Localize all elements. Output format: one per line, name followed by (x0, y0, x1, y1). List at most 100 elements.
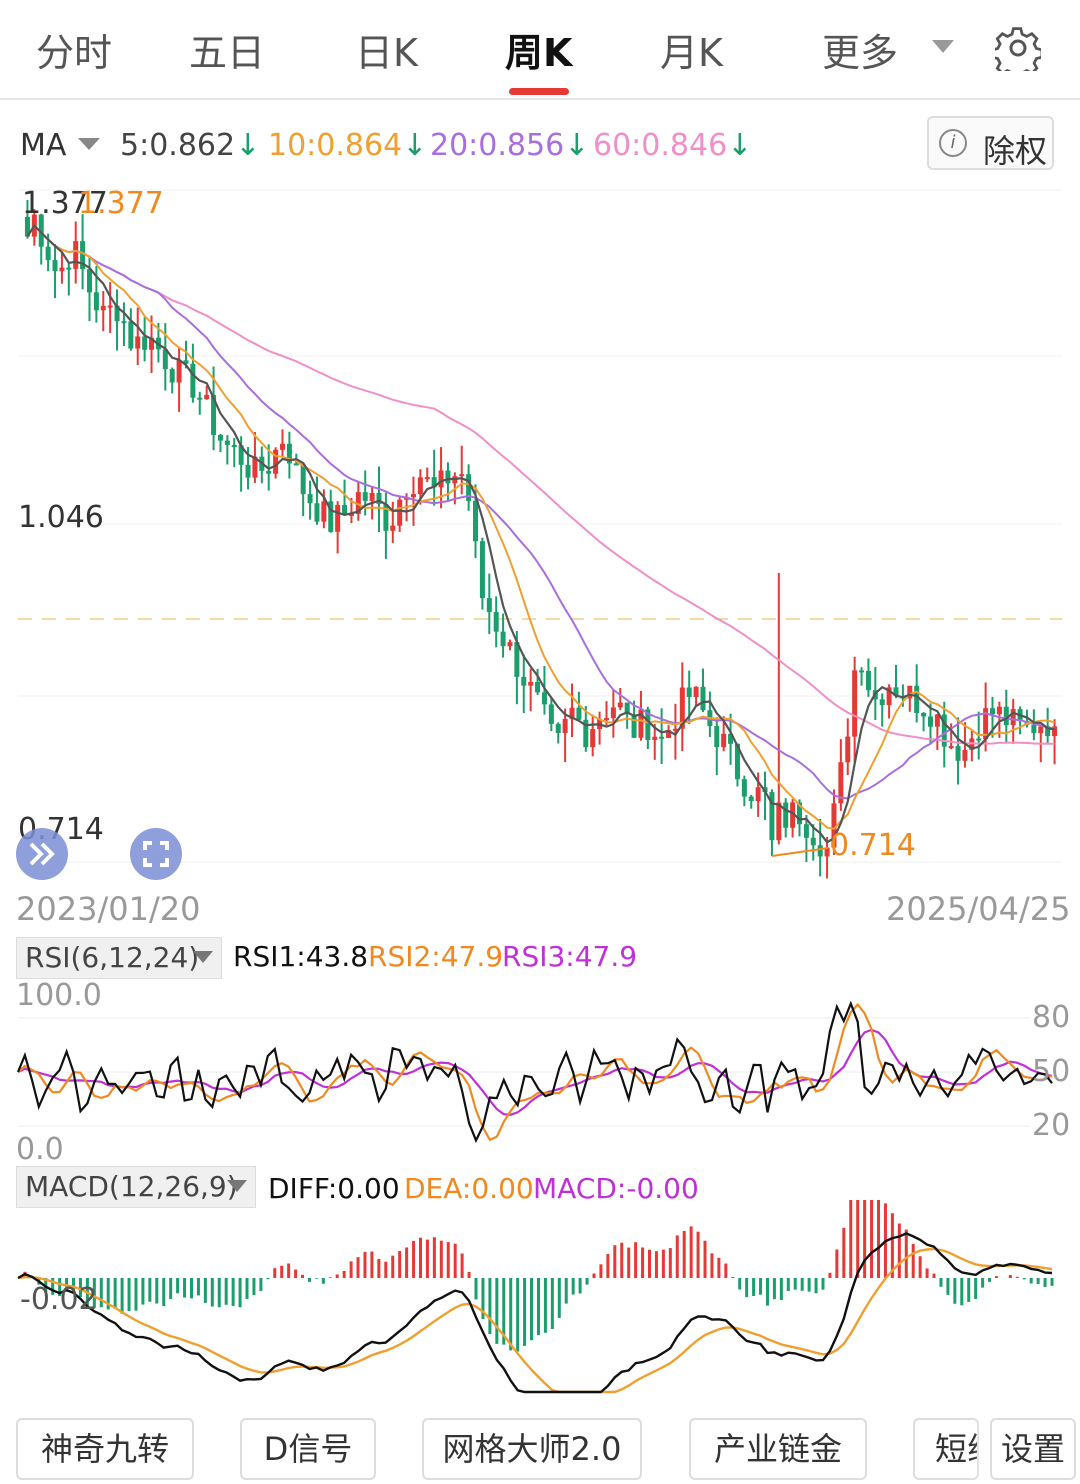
candle (707, 710, 713, 727)
candle (1045, 726, 1051, 737)
candle (652, 736, 658, 740)
candle (390, 525, 396, 531)
date-end: 2025/04/25 (886, 890, 1071, 928)
candle (197, 397, 203, 400)
candle (107, 305, 113, 308)
candle (686, 687, 692, 697)
candle (280, 443, 285, 450)
ma20-line (26, 223, 1055, 800)
candle (914, 685, 920, 713)
tab-more[interactable]: 更多 (822, 31, 899, 75)
rsi2-value: RSI2:47.9 (368, 940, 504, 973)
rsi1-line (16, 1000, 1053, 1144)
candle (217, 435, 223, 441)
tab-five-day[interactable]: 五日 (189, 31, 266, 75)
candle (521, 676, 527, 686)
candle (962, 749, 968, 761)
tab-daily-k[interactable]: 日K (355, 31, 418, 75)
candle (59, 267, 65, 272)
tab-intraday[interactable]: 分时 (36, 31, 113, 75)
tab-weekly-k[interactable]: 周K (505, 31, 573, 75)
ma5-value: 5:0.862↓ (120, 128, 261, 163)
candle (528, 681, 534, 686)
magic-nine-button[interactable]: 神奇九转 (16, 1418, 194, 1480)
candle (886, 687, 892, 706)
ma-label[interactable]: MA (20, 128, 67, 163)
macd-selector[interactable]: MACD(12,26,9) (16, 1166, 256, 1208)
candle (100, 305, 106, 311)
candle (562, 718, 568, 734)
industry-chain-button[interactable]: 产业链金 (689, 1418, 867, 1480)
candle (514, 642, 520, 677)
candle (693, 686, 699, 697)
gear-icon[interactable] (995, 25, 1041, 71)
candle (93, 292, 99, 311)
candle (762, 787, 768, 793)
candle (617, 702, 623, 708)
candle (355, 492, 361, 514)
active-tab-indicator (509, 88, 569, 95)
candle (438, 470, 444, 488)
ma-legend: MA 5:0.862↓ 10:0.864↓ 20:0.856↓ 60:0.846… (0, 118, 1080, 168)
candle (990, 708, 996, 715)
candle (797, 802, 802, 825)
candle (645, 709, 651, 740)
candle (790, 802, 796, 828)
date-start: 2023/01/20 (16, 890, 201, 928)
d-signal-button[interactable]: D信号 (240, 1418, 376, 1480)
candle (624, 702, 630, 715)
fullscreen-button[interactable] (130, 828, 182, 880)
rsi-selector[interactable]: RSI(6,12,24) (16, 937, 222, 979)
candle (335, 504, 341, 532)
candle (479, 541, 485, 599)
ma60-line (26, 223, 1055, 745)
tab-monthly-k[interactable]: 月K (660, 31, 723, 75)
candle (893, 687, 899, 697)
candle (252, 456, 258, 478)
candle (590, 729, 596, 748)
candle (741, 779, 747, 797)
candle (1052, 726, 1058, 737)
candle (473, 500, 479, 542)
candle (679, 687, 685, 729)
short-line-button[interactable]: 短线 (913, 1418, 979, 1480)
ma5-line (26, 223, 1055, 844)
rsi2-line (17, 1002, 1053, 1142)
candle (734, 743, 740, 780)
candle (445, 470, 451, 484)
candle (328, 501, 334, 532)
candle (755, 787, 761, 802)
candle (500, 631, 506, 647)
candle (128, 321, 134, 349)
chevron-down-icon (227, 1180, 247, 1192)
rsi-axis-50: 50 (1032, 1054, 1071, 1089)
grid-master-button[interactable]: 网格大师2.0 (422, 1418, 642, 1480)
exright-button[interactable]: i 除权 (927, 116, 1054, 170)
candle (204, 394, 210, 400)
candle (852, 670, 858, 737)
candle (369, 493, 375, 501)
candle (149, 337, 155, 350)
candle (955, 746, 961, 761)
candle (169, 369, 175, 383)
candle (259, 456, 265, 471)
double-chevron-right-icon (29, 842, 55, 866)
candle (183, 360, 189, 364)
candle (80, 241, 86, 270)
candle (238, 445, 244, 465)
candle (879, 699, 885, 706)
candle (397, 499, 403, 526)
candle (273, 449, 279, 474)
candle (383, 503, 389, 531)
candle (948, 746, 954, 749)
candle (541, 692, 547, 705)
expand-button[interactable] (16, 828, 68, 880)
chevron-down-icon[interactable] (78, 138, 100, 150)
settings-button[interactable]: 设置 (990, 1418, 1076, 1480)
candle (976, 738, 982, 741)
candle (121, 321, 127, 324)
candle (927, 716, 933, 727)
chevron-down-icon[interactable] (932, 40, 954, 53)
candle (996, 706, 1002, 715)
